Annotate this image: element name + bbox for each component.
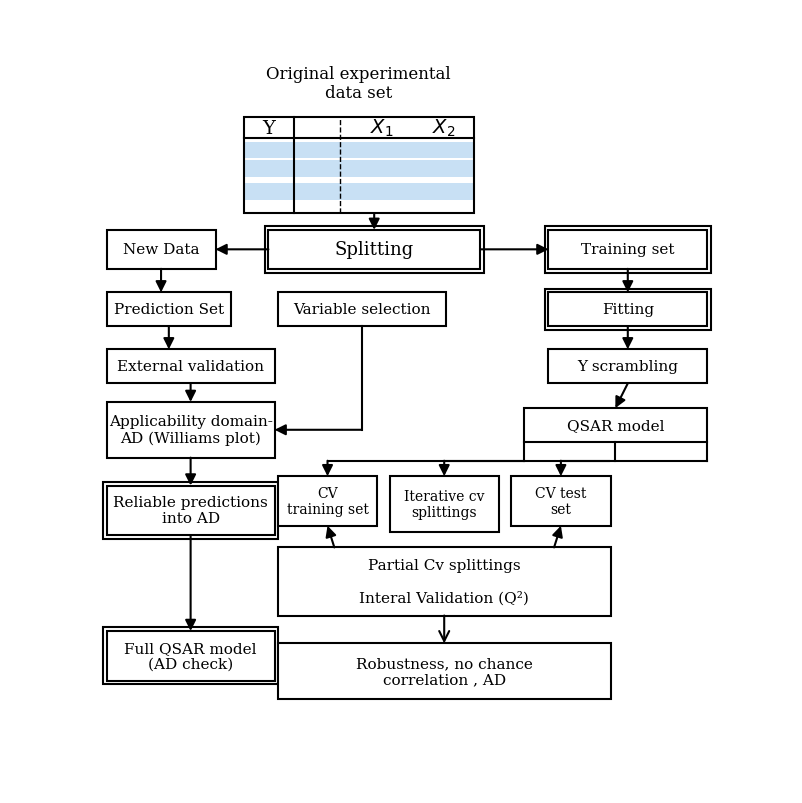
- Text: Applicability domain-
AD (Williams plot): Applicability domain- AD (Williams plot): [108, 415, 272, 446]
- Text: Original experimental
data set: Original experimental data set: [266, 66, 451, 102]
- Text: Fitting: Fitting: [601, 303, 653, 317]
- Bar: [548, 230, 707, 270]
- Text: $X_1$: $X_1$: [370, 118, 393, 139]
- Bar: [243, 184, 473, 201]
- Bar: [107, 350, 274, 384]
- Bar: [544, 226, 710, 273]
- Text: CV
training set: CV training set: [286, 487, 368, 516]
- Bar: [107, 230, 215, 270]
- Text: New Data: New Data: [123, 243, 199, 257]
- Bar: [243, 143, 473, 159]
- Bar: [243, 118, 473, 214]
- Bar: [243, 161, 473, 177]
- Text: Iterative cv
splittings: Iterative cv splittings: [403, 489, 484, 520]
- Bar: [511, 477, 610, 526]
- Text: Splitting: Splitting: [334, 241, 413, 259]
- Bar: [265, 226, 483, 273]
- Bar: [523, 409, 707, 442]
- Text: Variable selection: Variable selection: [293, 303, 430, 317]
- Bar: [389, 477, 498, 532]
- Bar: [107, 486, 274, 536]
- Text: Training set: Training set: [581, 243, 674, 257]
- Text: Y: Y: [262, 120, 275, 137]
- Text: $X_2$: $X_2$: [431, 118, 455, 139]
- Bar: [548, 293, 707, 327]
- Bar: [277, 643, 610, 699]
- Text: QSAR model: QSAR model: [566, 418, 663, 433]
- Bar: [544, 289, 710, 331]
- Text: Y scrambling: Y scrambling: [577, 360, 678, 374]
- Bar: [277, 477, 377, 526]
- Bar: [277, 548, 610, 616]
- Bar: [103, 627, 278, 684]
- Text: Reliable predictions
into AD: Reliable predictions into AD: [113, 495, 268, 526]
- Text: Partial Cv splittings

Interal Validation (Q²): Partial Cv splittings Interal Validation…: [358, 558, 529, 605]
- Bar: [107, 402, 274, 458]
- Bar: [103, 482, 278, 539]
- Bar: [277, 293, 445, 327]
- Text: External validation: External validation: [117, 360, 264, 374]
- Text: Prediction Set: Prediction Set: [114, 303, 224, 317]
- Text: Full QSAR model
(AD check): Full QSAR model (AD check): [124, 641, 257, 671]
- Bar: [107, 293, 231, 327]
- Text: Robustness, no chance
correlation , AD: Robustness, no chance correlation , AD: [355, 656, 532, 687]
- Text: CV test
set: CV test set: [535, 487, 585, 516]
- Bar: [548, 350, 707, 384]
- Bar: [107, 631, 274, 681]
- Bar: [268, 230, 480, 270]
